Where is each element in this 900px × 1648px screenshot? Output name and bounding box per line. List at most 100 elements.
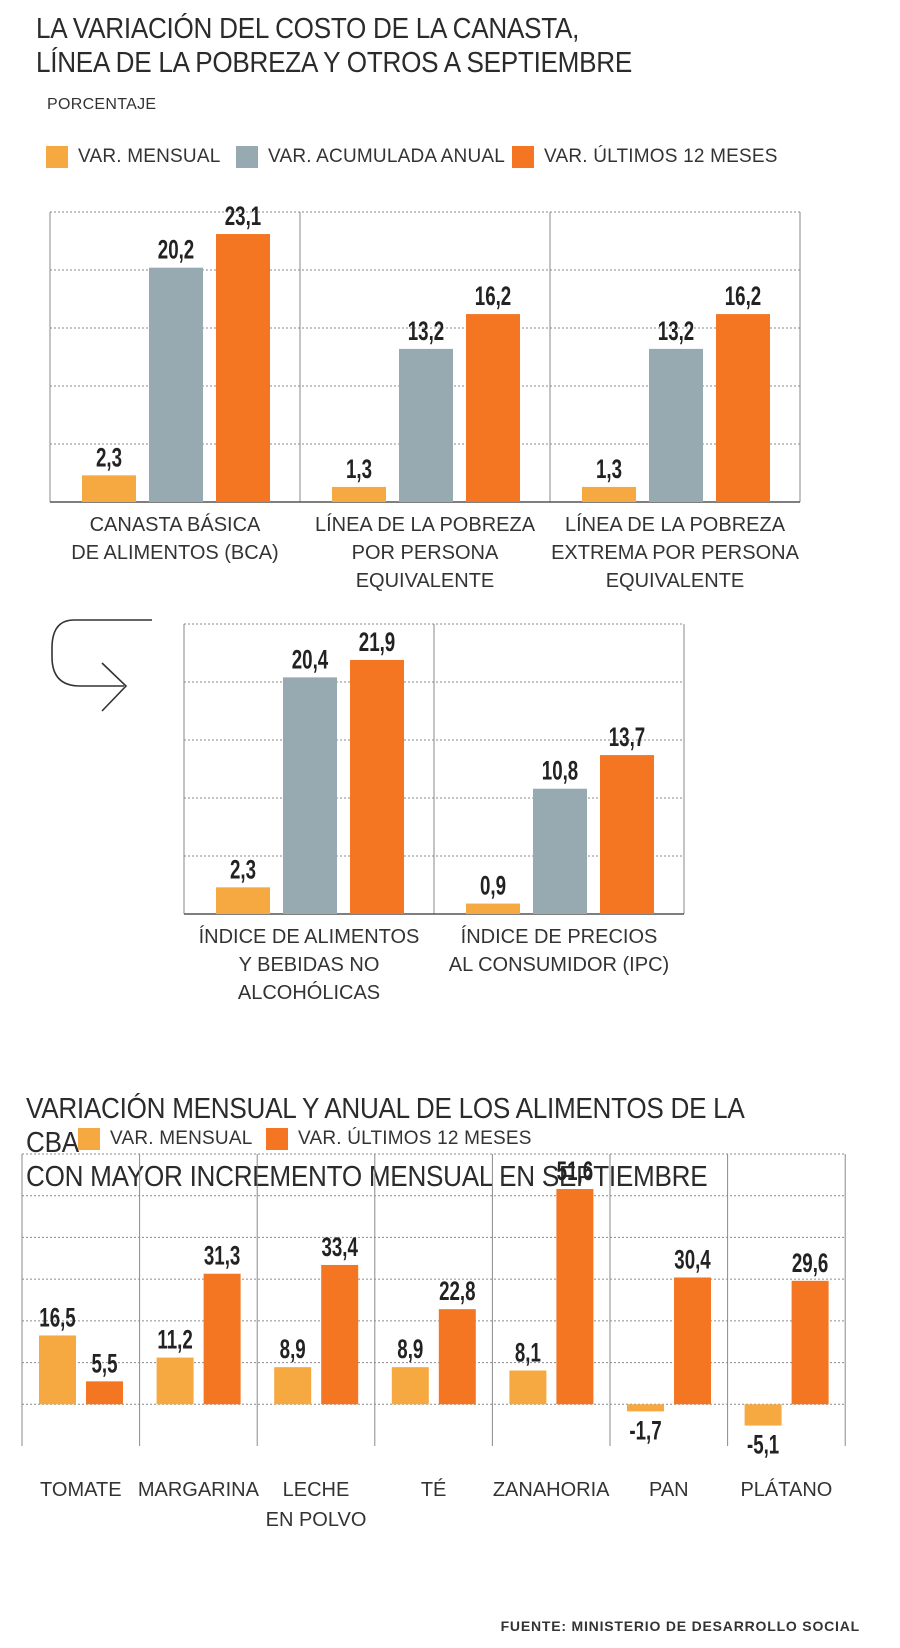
bar-value-label: 22,8 <box>439 1276 476 1306</box>
category-label-line: ZANAHORIA <box>493 1479 610 1501</box>
bar <box>466 314 520 502</box>
bar <box>216 234 270 503</box>
bar-value-label: 13,2 <box>408 316 444 346</box>
legend-label-var-acumulada: VAR. ACUMULADA ANUAL <box>268 146 506 167</box>
legend-label-var-mensual: VAR. MENSUAL <box>78 146 221 167</box>
legend3-label-var-12-meses: VAR. ÚLTIMOS 12 MESES <box>298 1128 532 1149</box>
bar <box>627 1404 664 1412</box>
bar <box>556 1189 594 1405</box>
bar <box>716 314 770 502</box>
category-label-line: LÍNEA DE LA POBREZA <box>315 513 536 536</box>
category-label: LÍNEA DE LA POBREZA EXTREMA POR PERSONA EQ… <box>551 513 799 592</box>
bar-value-label: 33,4 <box>321 1232 358 1262</box>
legend3-label-var-mensual: VAR. MENSUAL <box>110 1128 253 1149</box>
category-label-line: TÉ <box>421 1478 447 1501</box>
legend3-swatch-var-mensual <box>78 1128 100 1150</box>
chart-title-line: LA VARIACIÓN DEL COSTO DE LA CANASTA, <box>36 13 580 45</box>
bar-value-label: 16,2 <box>725 281 761 311</box>
legend-swatch-var-12-meses <box>512 146 534 168</box>
bar-value-label: 11,2 <box>157 1324 192 1354</box>
bar-value-label: 51,6 <box>557 1156 594 1186</box>
bar <box>149 267 203 502</box>
category-label: CANASTA BÁSICA DE ALIMENTOS (BCA) <box>71 513 278 564</box>
bar-value-label: 31,3 <box>204 1240 241 1270</box>
category-label-line: EQUIVALENTE <box>606 570 745 592</box>
bar <box>283 677 337 914</box>
category-label-line: ALCOHÓLICAS <box>238 981 380 1004</box>
category-label-line: EQUIVALENTE <box>356 570 495 592</box>
bar-value-label: 8,1 <box>515 1337 541 1367</box>
legend3-item-var-mensual: VAR. MENSUAL <box>78 1128 252 1150</box>
category-label-line: AL CONSUMIDOR (IPC) <box>449 954 669 976</box>
category-label-line: EN POLVO <box>266 1509 367 1531</box>
legend-item-var-mensual: VAR. MENSUAL <box>46 146 220 168</box>
bar <box>533 788 587 914</box>
bar-value-label: 10,8 <box>542 755 579 785</box>
bar <box>791 1280 829 1405</box>
bar-value-label: 0,9 <box>480 870 506 900</box>
bar <box>600 755 654 914</box>
bar-value-label: 29,6 <box>792 1247 829 1277</box>
bar-value-label: 1,3 <box>346 454 372 484</box>
bar <box>649 348 703 502</box>
legend-label-var-12-meses: VAR. ÚLTIMOS 12 MESES <box>544 146 778 167</box>
category-label: LECHE EN POLVO <box>266 1479 367 1531</box>
bar <box>321 1264 359 1405</box>
category-label: PAN <box>649 1479 689 1501</box>
bar <box>274 1367 312 1405</box>
legend3-item-var-12-meses: VAR. ÚLTIMOS 12 MESES <box>266 1128 532 1150</box>
chart3-title-line: VARIACIÓN MENSUAL Y ANUAL DE LOS ALIMENT… <box>26 1093 744 1159</box>
bar <box>391 1367 429 1405</box>
bar <box>674 1277 711 1405</box>
bar-value-label: 1,3 <box>596 454 622 484</box>
bar <box>39 1335 76 1405</box>
category-label-line: POR PERSONA <box>352 542 499 564</box>
bar-value-label: 30,4 <box>674 1244 711 1274</box>
category-label: ZANAHORIA <box>493 1479 610 1501</box>
bar <box>399 348 453 502</box>
bar-value-label: 20,2 <box>158 234 194 264</box>
category-label-line: LECHE <box>283 1479 350 1501</box>
bar-value-label: 5,5 <box>91 1348 117 1378</box>
bar-value-label: -1,7 <box>629 1415 661 1445</box>
chart-title: LA VARIACIÓN DEL COSTO DE LA CANASTA, LÍN… <box>36 12 702 80</box>
category-label: ÍNDICE DE ALIMENTOS Y BEBIDAS NO ALCOHÓLIC… <box>199 925 420 1004</box>
legend3-swatch-var-12-meses <box>266 1128 288 1150</box>
bar-value-label: 21,9 <box>359 627 396 657</box>
category-label-line: EXTREMA POR PERSONA <box>551 542 799 564</box>
bar-value-label: 13,2 <box>658 316 694 346</box>
bar-value-label: 2,3 <box>230 854 256 884</box>
bar <box>156 1357 194 1405</box>
category-label-line: PLÁTANO <box>740 1478 832 1501</box>
bar <box>509 1370 547 1405</box>
bar-value-label: 8,9 <box>280 1334 306 1364</box>
legend-swatch-var-mensual <box>46 146 68 168</box>
category-label-line: CANASTA BÁSICA <box>90 513 261 536</box>
chart-title-line: LÍNEA DE LA POBREZA Y OTROS A SEPTIEMBRE <box>36 47 633 79</box>
category-label: LÍNEA DE LA POBREZA POR PERSONA EQUIVALENT… <box>315 513 536 592</box>
chart-subtitle: PORCENTAJE <box>47 96 157 113</box>
category-label-line: LÍNEA DE LA POBREZA <box>565 513 786 536</box>
bar <box>203 1273 241 1405</box>
bar <box>438 1309 476 1405</box>
bar <box>582 486 636 502</box>
bar-value-label: -5,1 <box>747 1429 779 1459</box>
category-label: MARGARINA <box>138 1479 260 1501</box>
category-label-line: PAN <box>649 1479 689 1501</box>
bar-value-label: 16,2 <box>475 281 511 311</box>
bar-value-label: 16,5 <box>39 1302 76 1332</box>
category-label-line: MARGARINA <box>138 1479 260 1501</box>
source-note: FUENTE: MINISTERIO DE DESARROLLO SOCIAL <box>500 1618 860 1634</box>
bar-value-label: 8,9 <box>397 1334 423 1364</box>
category-label: TÉ <box>421 1478 447 1501</box>
bar-value-label: 2,3 <box>96 442 122 472</box>
bar <box>332 486 386 502</box>
bar <box>82 475 136 502</box>
category-label: PLÁTANO <box>740 1478 832 1501</box>
bar <box>744 1404 782 1426</box>
legend-swatch-var-acumulada <box>236 146 258 168</box>
category-label: ÍNDICE DE PRECIOS AL CONSUMIDOR (IPC) <box>449 925 669 976</box>
category-label-line: ÍNDICE DE PRECIOS <box>461 925 658 948</box>
